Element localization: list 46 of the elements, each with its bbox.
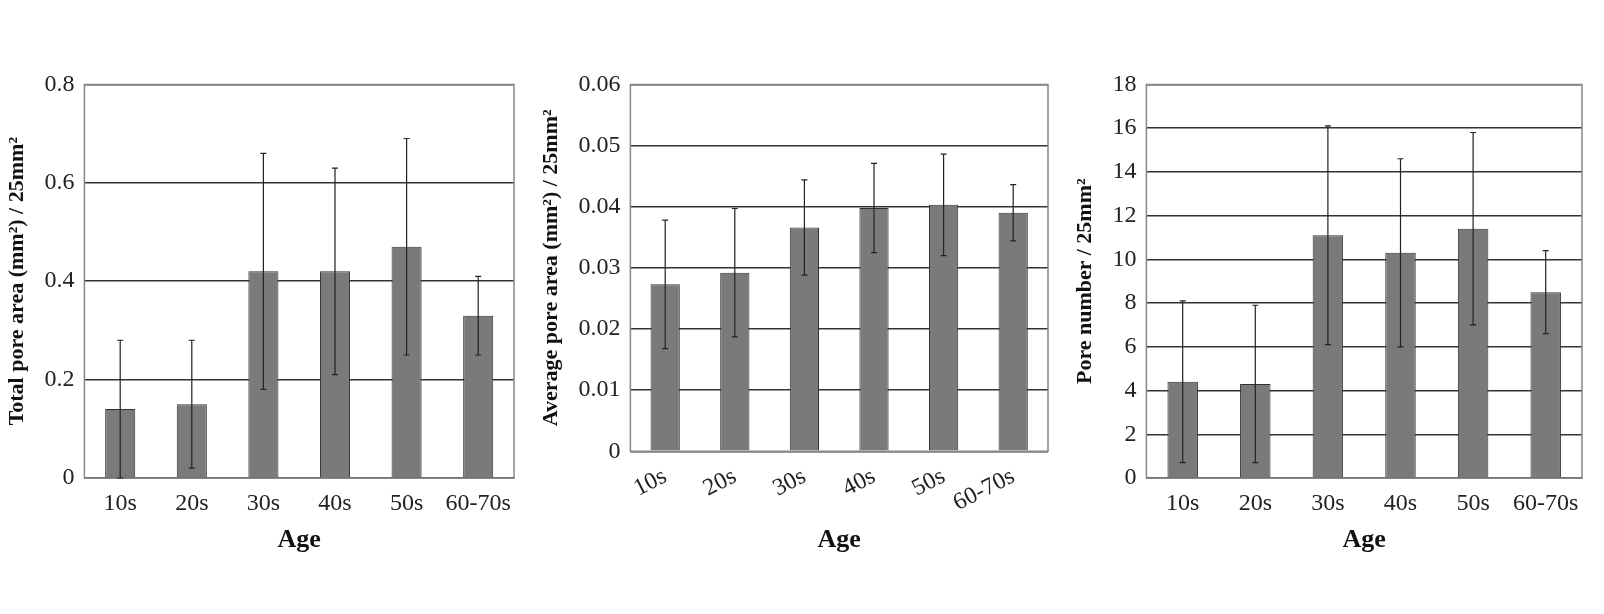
x-tick-label: 20s bbox=[698, 461, 740, 501]
y-tick-label: 0.03 bbox=[578, 253, 621, 280]
y-axis-title: Average pore area (mm²) / 25mm² bbox=[536, 109, 562, 427]
x-tick-label: 60-70s bbox=[948, 461, 1019, 516]
y-tick-label: 10 bbox=[1112, 244, 1137, 271]
x-axis-title: Age bbox=[817, 524, 861, 554]
x-tick-label: 10s bbox=[1166, 488, 1200, 515]
y-tick-label: 0.06 bbox=[578, 69, 621, 96]
x-axis-title: Age bbox=[277, 524, 321, 554]
y-tick-label: 0.04 bbox=[578, 191, 621, 218]
y-axis-title: Total pore area (mm²) / 25mm² bbox=[2, 136, 28, 426]
x-tick-label: 10s bbox=[628, 461, 671, 501]
x-tick-label: 40s bbox=[1383, 488, 1418, 515]
x-tick-label: 50s bbox=[1456, 488, 1490, 515]
y-axis-title: Pore number / 25mm² bbox=[1070, 178, 1096, 384]
y-tick-label: 16 bbox=[1112, 113, 1137, 140]
y-tick-label: 12 bbox=[1112, 200, 1137, 227]
y-tick-label: 0.05 bbox=[578, 130, 621, 157]
x-tick-label: 10s bbox=[103, 488, 137, 515]
y-tick-label: 8 bbox=[1124, 288, 1137, 315]
x-tick-label: 60-70s bbox=[1513, 488, 1579, 515]
y-tick-label: 0.2 bbox=[44, 364, 75, 391]
x-axis-title: Age bbox=[1342, 524, 1386, 554]
y-tick-label: 0 bbox=[1124, 463, 1137, 490]
x-tick-label: 50s bbox=[907, 461, 949, 501]
y-tick-label: 6 bbox=[1124, 332, 1137, 359]
x-tick-label: 20s bbox=[175, 488, 209, 515]
x-tick-label: 40s bbox=[318, 488, 352, 515]
y-tick-label: 0.02 bbox=[578, 314, 621, 341]
y-tick-label: 2 bbox=[1124, 419, 1137, 446]
y-tick-label: 0 bbox=[62, 463, 75, 490]
y-tick-label: 14 bbox=[1112, 157, 1137, 184]
x-tick-label: 20s bbox=[1238, 488, 1272, 515]
x-tick-label: 30s bbox=[1311, 488, 1345, 515]
y-tick-label: 0.01 bbox=[578, 375, 621, 402]
x-tick-label: 30s bbox=[768, 461, 810, 501]
y-tick-label: 0.8 bbox=[44, 69, 75, 96]
y-tick-label: 0.6 bbox=[44, 168, 75, 195]
x-tick-label: 50s bbox=[389, 488, 424, 515]
y-tick-label: 4 bbox=[1124, 375, 1137, 402]
x-tick-label: 60-70s bbox=[445, 488, 511, 515]
y-tick-label: 18 bbox=[1112, 69, 1137, 96]
y-tick-label: 0 bbox=[608, 436, 621, 463]
x-tick-label: 40s bbox=[837, 461, 880, 501]
x-tick-label: 30s bbox=[246, 488, 281, 515]
y-tick-label: 0.4 bbox=[44, 266, 75, 293]
